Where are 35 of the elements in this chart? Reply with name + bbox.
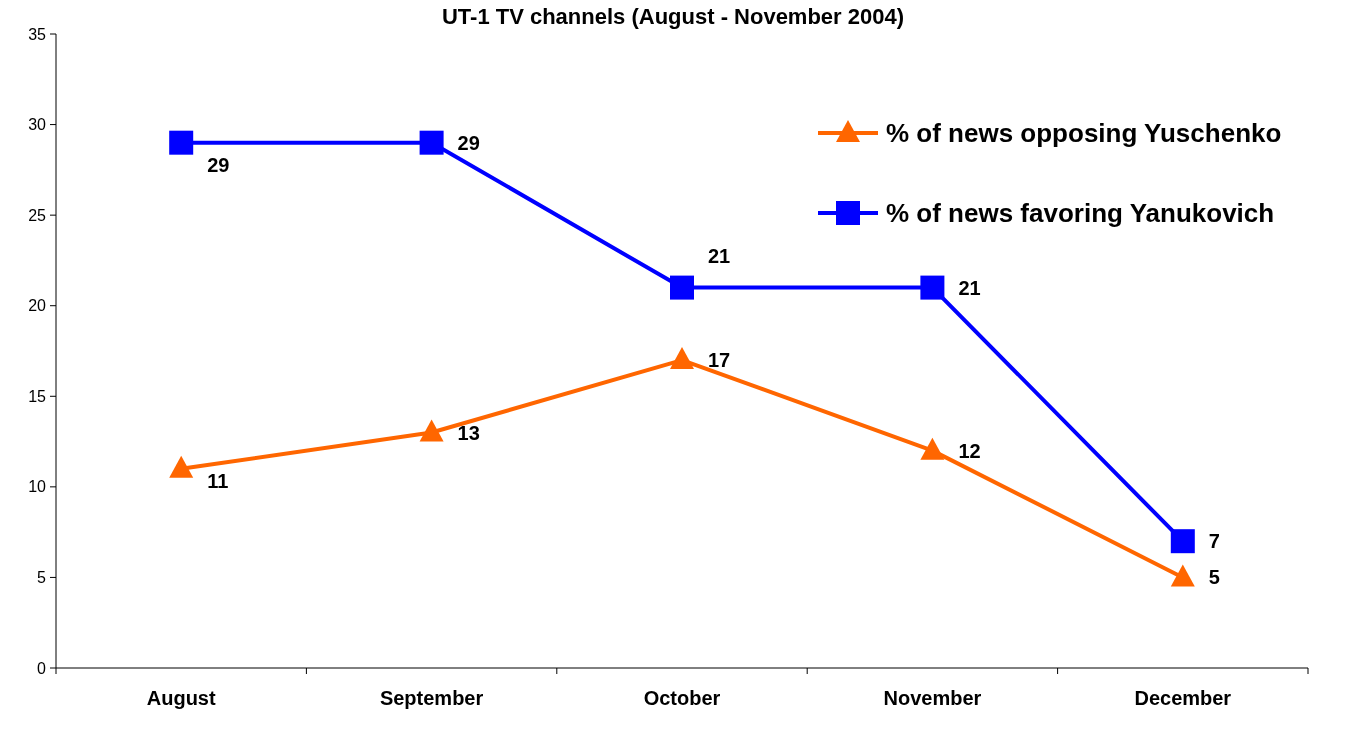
chart-title: UT-1 TV channels (August - November 2004) [441, 4, 905, 29]
point [1170, 564, 1195, 587]
x-tick-label: September [379, 687, 484, 709]
point [670, 347, 694, 370]
point [920, 437, 945, 460]
point [920, 275, 945, 300]
x-tick-label: August [146, 687, 216, 709]
point [169, 130, 194, 155]
point [169, 455, 194, 478]
y-tick-label: 0 [37, 659, 47, 677]
legend-label: % of news favoring Yanukovich [886, 198, 1275, 229]
x-tick-label: November [883, 687, 982, 709]
data-label: 12 [958, 439, 981, 462]
point [670, 275, 694, 300]
data-label: 5 [1208, 566, 1220, 589]
data-label: 29 [207, 153, 230, 176]
y-tick-label: 30 [28, 116, 47, 134]
x-tick-label: December [1134, 687, 1232, 709]
y-tick-label: 10 [28, 478, 47, 496]
y-tick-label: 20 [28, 297, 47, 315]
data-label: 29 [457, 131, 480, 154]
x-tick-label: October [643, 687, 721, 709]
y-tick-label: 5 [37, 569, 47, 587]
data-label: 11 [207, 469, 229, 492]
y-tick-label: 35 [28, 25, 47, 43]
data-label: 7 [1208, 530, 1220, 553]
legend-label: % of news opposing Yuschenko [886, 118, 1282, 149]
data-label: 21 [958, 276, 981, 299]
data-label: 21 [708, 244, 731, 267]
point [419, 419, 444, 442]
data-label: 17 [708, 349, 731, 372]
data-label: 13 [457, 421, 480, 444]
y-tick-label: 15 [28, 387, 47, 405]
point [419, 130, 444, 155]
y-tick-label: 25 [28, 206, 47, 224]
